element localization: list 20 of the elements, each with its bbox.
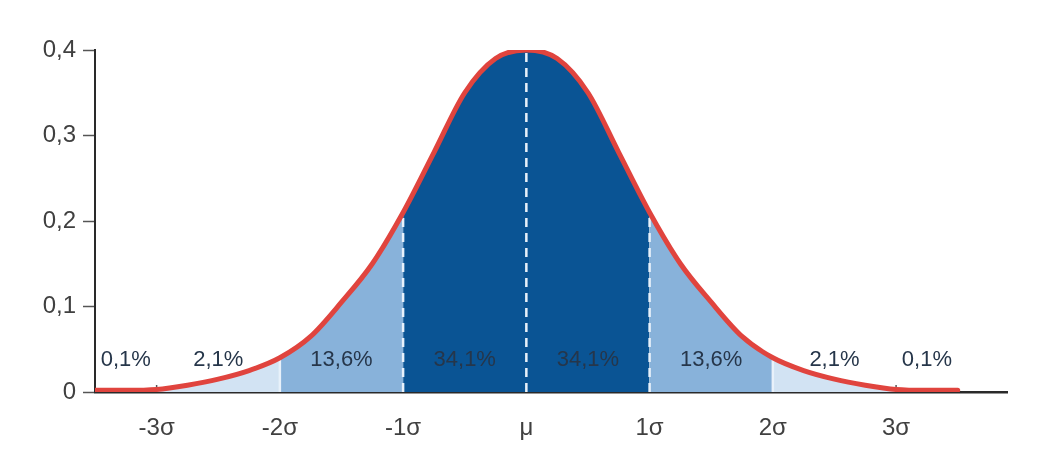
annotation: 34,1% <box>556 346 620 372</box>
annotation: 2,1% <box>809 346 860 372</box>
y-tick-label: 0,4 <box>42 34 76 62</box>
x-tick-label: -3σ <box>138 413 175 441</box>
annotation: 2,1% <box>193 346 244 372</box>
x-tick-label: 1σ <box>635 413 664 441</box>
annotation: 34,1% <box>433 346 496 372</box>
y-tick-label: 0,3 <box>42 120 76 148</box>
annotation: 13,6% <box>680 346 743 372</box>
x-tick-label: 2σ <box>758 413 788 441</box>
y-tick-label: 0,2 <box>42 205 76 233</box>
x-tick-label: -1σ <box>385 413 422 441</box>
x-tick-label: μ <box>519 413 534 441</box>
annotation: 0,1% <box>901 346 952 372</box>
y-tick-label: 0 <box>62 376 76 404</box>
y-tick-label: 0,1 <box>42 291 76 319</box>
annotation: 0,1% <box>100 346 151 372</box>
x-tick-label: -2σ <box>261 413 299 441</box>
annotation: 13,6% <box>310 346 373 372</box>
x-tick-label: 3σ <box>882 413 911 441</box>
